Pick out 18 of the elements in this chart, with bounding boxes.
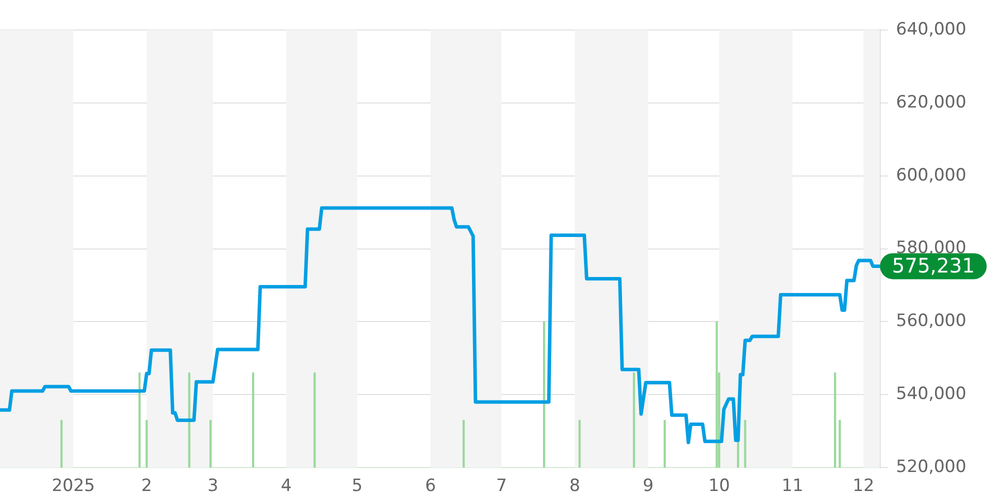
x-tick-label: 2 bbox=[141, 476, 152, 496]
x-tick-label: 12 bbox=[852, 476, 874, 496]
x-tick-label: 11 bbox=[782, 476, 804, 496]
x-tick-label: 7 bbox=[496, 476, 507, 496]
x-tick-label: 5 bbox=[352, 476, 363, 496]
y-tick-label: 600,000 bbox=[896, 165, 966, 186]
y-tick-label: 640,000 bbox=[896, 19, 966, 40]
x-tick-label: 8 bbox=[569, 476, 580, 496]
x-tick-label: 9 bbox=[642, 476, 654, 496]
y-tick-label: 540,000 bbox=[896, 384, 966, 404]
x-tick-label: 3 bbox=[207, 476, 218, 496]
y-tick-label: 520,000 bbox=[896, 457, 966, 478]
x-tick-label: 4 bbox=[280, 476, 292, 496]
y-tick-label: 560,000 bbox=[896, 311, 966, 332]
y-tick-label: 620,000 bbox=[896, 92, 966, 112]
x-tick-label: 2025 bbox=[52, 476, 95, 496]
x-tick-label: 10 bbox=[708, 476, 730, 496]
x-tick-label: 6 bbox=[425, 476, 436, 496]
